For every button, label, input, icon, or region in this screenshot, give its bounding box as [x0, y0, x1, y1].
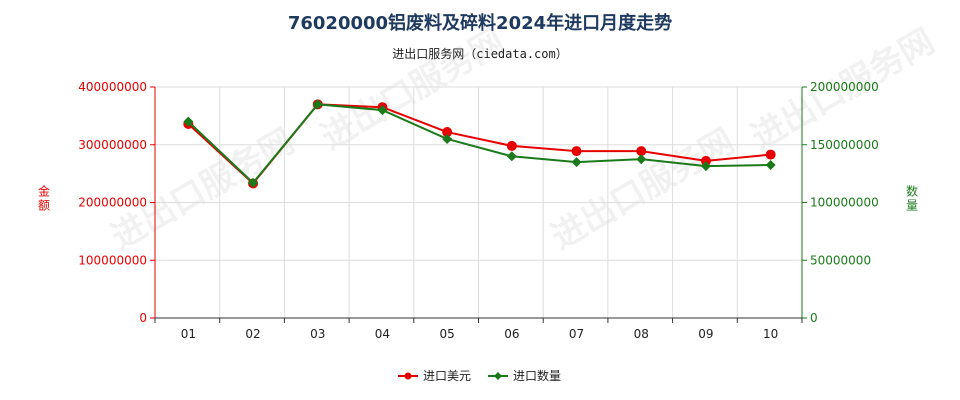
- quantity-point: [571, 157, 582, 168]
- quantity-point: [248, 177, 259, 188]
- x-tick-label: 10: [763, 327, 778, 341]
- quantity-point: [183, 116, 194, 127]
- axes: 0100000000200000000300000000400000000050…: [38, 80, 918, 341]
- series-line-quantity: [187, 103, 771, 185]
- x-tick-label: 05: [440, 327, 455, 341]
- y-left-axis-title: 金额: [38, 184, 50, 213]
- y-right-tick-label: 200000000: [810, 80, 879, 94]
- amount-point: [636, 146, 647, 157]
- quantity-point: [442, 133, 453, 144]
- quantity-point: [700, 161, 711, 172]
- y-left-tick-label: 200000000: [78, 196, 147, 210]
- x-tick-label: 07: [569, 327, 584, 341]
- y-right-tick-label: 50000000: [810, 253, 871, 267]
- y-left-tick-label: 0: [139, 311, 147, 325]
- watermark-text: 进出口服务网: [545, 121, 742, 258]
- amount-point: [442, 127, 453, 138]
- x-tick-label: 03: [310, 327, 325, 341]
- x-tick-label: 08: [634, 327, 649, 341]
- amount-point: [700, 155, 711, 166]
- series-layer: [183, 99, 776, 189]
- y-right-axis-title: 数量: [906, 184, 918, 213]
- x-tick-label: 04: [375, 327, 390, 341]
- legend-label: 进口数量: [513, 368, 561, 383]
- y-left-tick-label: 100000000: [78, 253, 147, 267]
- quantity-point: [312, 99, 323, 110]
- chart-title: 76020000铝废料及碎料2024年进口月度走势: [288, 12, 672, 34]
- quantity-point: [377, 105, 388, 116]
- amount-point: [571, 146, 582, 157]
- quantity-point: [765, 159, 776, 170]
- watermark-text: 进出口服务网: [315, 21, 512, 158]
- amount-point: [765, 149, 776, 160]
- x-tick-label: 02: [245, 327, 260, 341]
- y-right-tick-label: 150000000: [810, 138, 879, 152]
- gridlines: [154, 86, 803, 319]
- x-tick-label: 06: [504, 327, 519, 341]
- legend-marker: [494, 372, 502, 380]
- y-right-tick-label: 0: [810, 311, 818, 325]
- x-tick-label: 09: [698, 327, 713, 341]
- y-left-tick-label: 400000000: [78, 80, 147, 94]
- legend-label: 进口美元: [423, 369, 471, 383]
- y-left-tick-label: 300000000: [78, 138, 147, 152]
- x-tick-label: 01: [181, 327, 196, 341]
- y-right-tick-label: 100000000: [810, 196, 879, 210]
- legend: 进口美元 进口数量: [398, 368, 561, 383]
- quantity-point: [506, 151, 517, 162]
- chart-subtitle: 进出口服务网（ciedata.com）: [392, 46, 567, 61]
- amount-point: [506, 140, 517, 151]
- quantity-point: [636, 154, 647, 165]
- legend-marker: [404, 372, 412, 380]
